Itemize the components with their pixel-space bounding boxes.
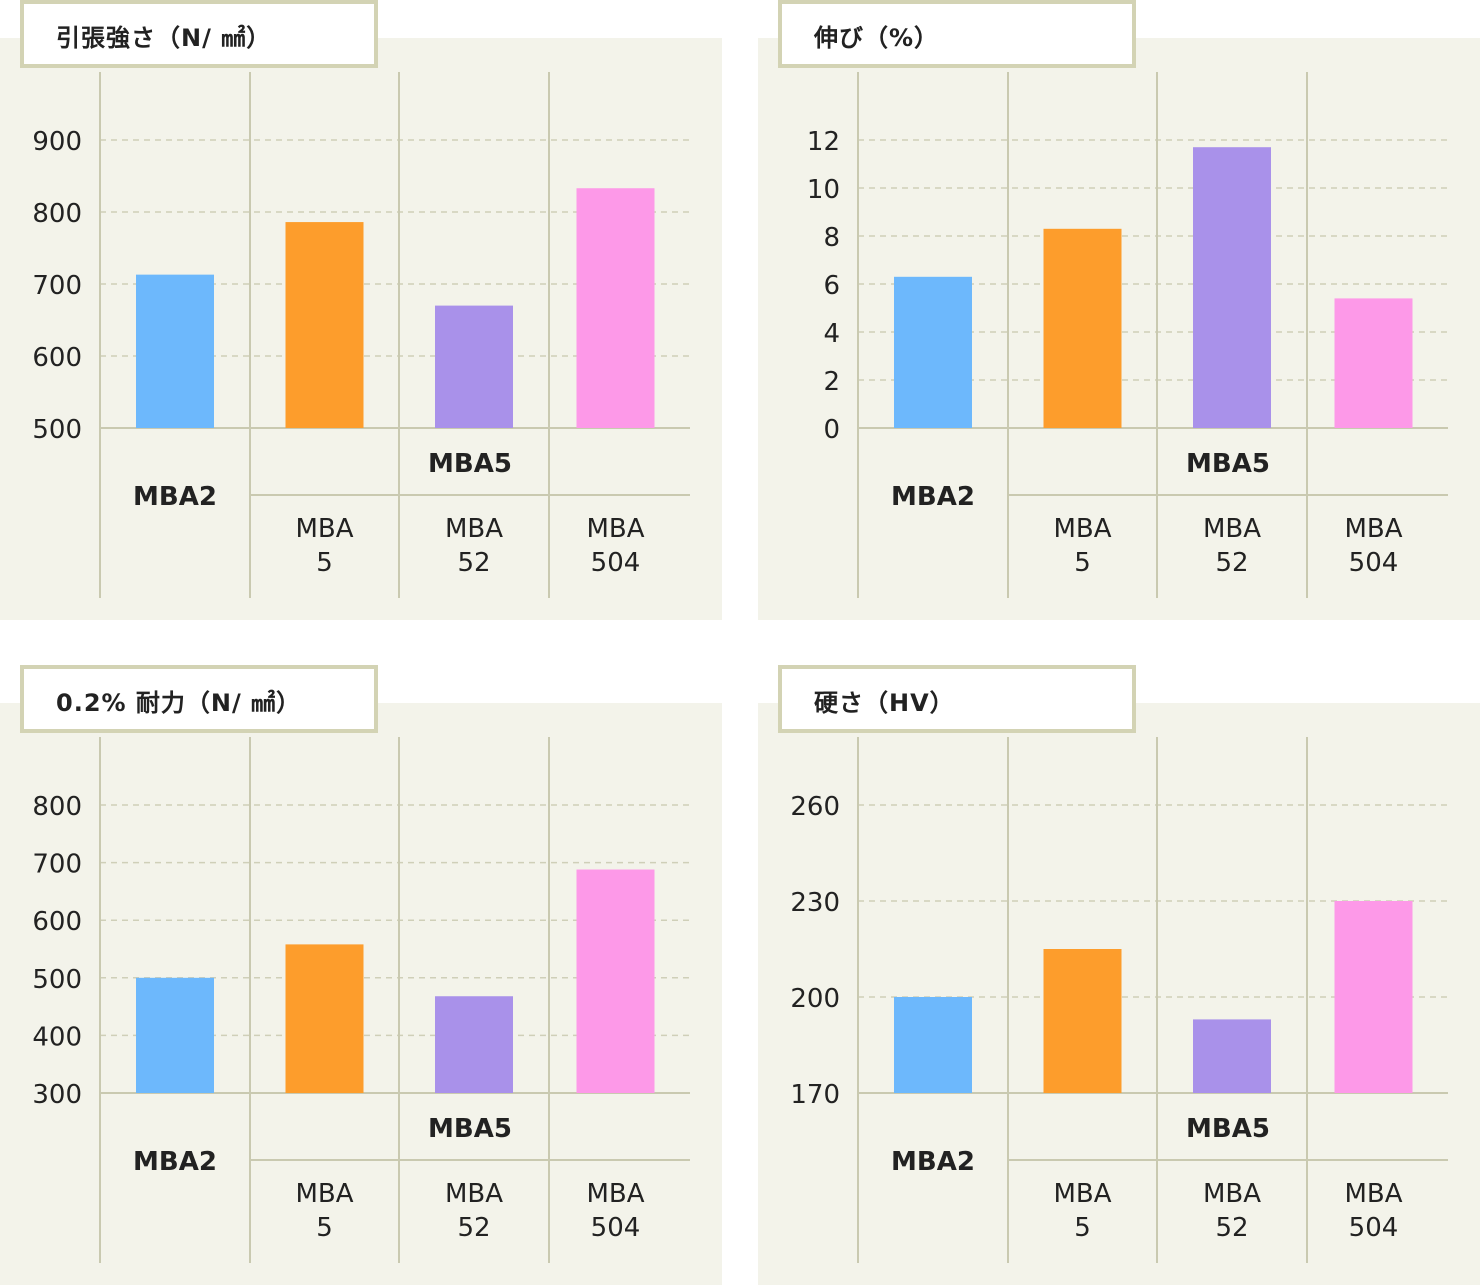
category-label-group2: MBA5 <box>428 449 512 479</box>
y-tick-label: 500 <box>32 965 82 995</box>
y-tick-label: 4 <box>823 319 840 349</box>
sub-category-label-line1: MBA <box>1344 1179 1402 1209</box>
sub-category-label-line1: MBA <box>445 514 503 544</box>
bar-mba-5 <box>285 944 364 1093</box>
bar-mba-5 <box>1043 228 1122 428</box>
chart-proof-stress: 300400500600700800MBA2MBA5MBA5MBA52MBA50… <box>0 703 722 1285</box>
sub-category-label-line1: MBA <box>445 1179 503 1209</box>
bar-mba2 <box>894 276 972 428</box>
sub-category-label-line1: MBA <box>1344 514 1402 544</box>
y-tick-label: 0 <box>823 415 840 445</box>
chart-title: 硬さ（HV） <box>814 689 955 717</box>
sub-category-label-line1: MBA <box>586 1179 644 1209</box>
bar-mba2 <box>894 997 972 1093</box>
chart-title-box: 0.2% 耐力（N/ ㎟） <box>20 665 378 733</box>
y-tick-label: 12 <box>807 127 840 157</box>
y-tick-label: 700 <box>32 850 82 880</box>
bar-mba2 <box>136 977 214 1093</box>
category-label-group1: MBA2 <box>133 1147 217 1177</box>
y-tick-label: 6 <box>823 271 840 301</box>
chart-title: 0.2% 耐力（N/ ㎟） <box>56 689 302 717</box>
bar-mba-504 <box>1334 298 1413 428</box>
chart-panel-elongation: 0 2 4 6 8 10 12 MBA2 MBA5 MBA 5 MBA 52 MBA 504 伸び（%） <box>758 0 1480 620</box>
category-label-group1: MBA2 <box>891 482 975 512</box>
y-tick-label: 260 <box>790 792 840 822</box>
sub-category-label-line1: MBA <box>586 514 644 544</box>
y-tick-label: 600 <box>32 907 82 937</box>
category-label-group1: MBA2 <box>133 482 217 512</box>
sub-category-label-line2: 52 <box>457 1213 490 1243</box>
chart-title: 引張強さ（N/ ㎟） <box>56 24 272 52</box>
y-tick-label: 900 <box>32 127 82 157</box>
y-tick-label: 300 <box>32 1080 82 1110</box>
bar-mba2 <box>136 274 214 428</box>
y-tick-label: 700 <box>32 271 82 301</box>
bar-mba-5 <box>285 222 364 428</box>
chart-title-box: 硬さ（HV） <box>778 665 1136 733</box>
sub-category-label-line1: MBA <box>1053 514 1111 544</box>
bar-mba-504 <box>576 188 655 428</box>
sub-category-label-line2: 52 <box>1215 548 1248 578</box>
chart-title-box: 伸び（%） <box>778 0 1136 68</box>
y-tick-label: 200 <box>790 984 840 1014</box>
y-tick-label: 10 <box>807 175 840 205</box>
category-label-group1: MBA2 <box>891 1147 975 1177</box>
y-tick-label: 400 <box>32 1022 82 1052</box>
chart-title-box: 引張強さ（N/ ㎟） <box>20 0 378 68</box>
category-label-group2: MBA5 <box>1186 1114 1270 1144</box>
y-tick-label: 800 <box>32 199 82 229</box>
y-tick-label: 800 <box>32 792 82 822</box>
bar-mba-5 <box>1043 949 1122 1093</box>
sub-category-label-line2: 504 <box>1349 548 1399 578</box>
bar-mba-52 <box>435 996 513 1093</box>
sub-category-label-line2: 504 <box>1349 1213 1399 1243</box>
chart-title: 伸び（%） <box>814 24 940 52</box>
y-tick-label: 600 <box>32 343 82 373</box>
chart-panel-proof-stress: 300 400 500 600 700 800 MBA2 MBA5 MBA 5 MBA 52 MBA 50… <box>0 665 722 1285</box>
sub-category-label-line1: MBA <box>1053 1179 1111 1209</box>
sub-category-label-line2: 5 <box>316 548 333 578</box>
sub-category-label-line2: 52 <box>1215 1213 1248 1243</box>
y-tick-label: 230 <box>790 888 840 918</box>
chart-panel-hardness: 170 200 230 260 MBA2 MBA5 MBA 5 MBA 52 MBA 504 硬さ（H… <box>758 665 1480 1285</box>
sub-category-label-line1: MBA <box>295 514 353 544</box>
bar-mba-504 <box>576 869 655 1093</box>
sub-category-label-line2: 52 <box>457 548 490 578</box>
sub-category-label-line2: 504 <box>591 548 641 578</box>
y-tick-label: 2 <box>823 367 840 397</box>
category-label-group2: MBA5 <box>1186 449 1270 479</box>
bar-mba-52 <box>435 305 513 428</box>
bar-mba-52 <box>1193 147 1271 428</box>
y-tick-label: 8 <box>823 223 840 253</box>
category-label-group2: MBA5 <box>428 1114 512 1144</box>
sub-category-label-line2: 5 <box>316 1213 333 1243</box>
sub-category-label-line1: MBA <box>295 1179 353 1209</box>
sub-category-label-line2: 5 <box>1074 1213 1091 1243</box>
sub-category-label-line2: 5 <box>1074 548 1091 578</box>
bar-mba-504 <box>1334 901 1413 1093</box>
y-tick-label: 170 <box>790 1080 840 1110</box>
chart-panel-tensile-strength: 500 600 700 800 900 MBA2 MBA5 MBA 5 MBA 52 MBA 504 引… <box>0 0 722 620</box>
sub-category-label-line1: MBA <box>1203 514 1261 544</box>
sub-category-label-line1: MBA <box>1203 1179 1261 1209</box>
y-tick-label: 500 <box>32 415 82 445</box>
sub-category-label-line2: 504 <box>591 1213 641 1243</box>
bar-mba-52 <box>1193 1019 1271 1093</box>
